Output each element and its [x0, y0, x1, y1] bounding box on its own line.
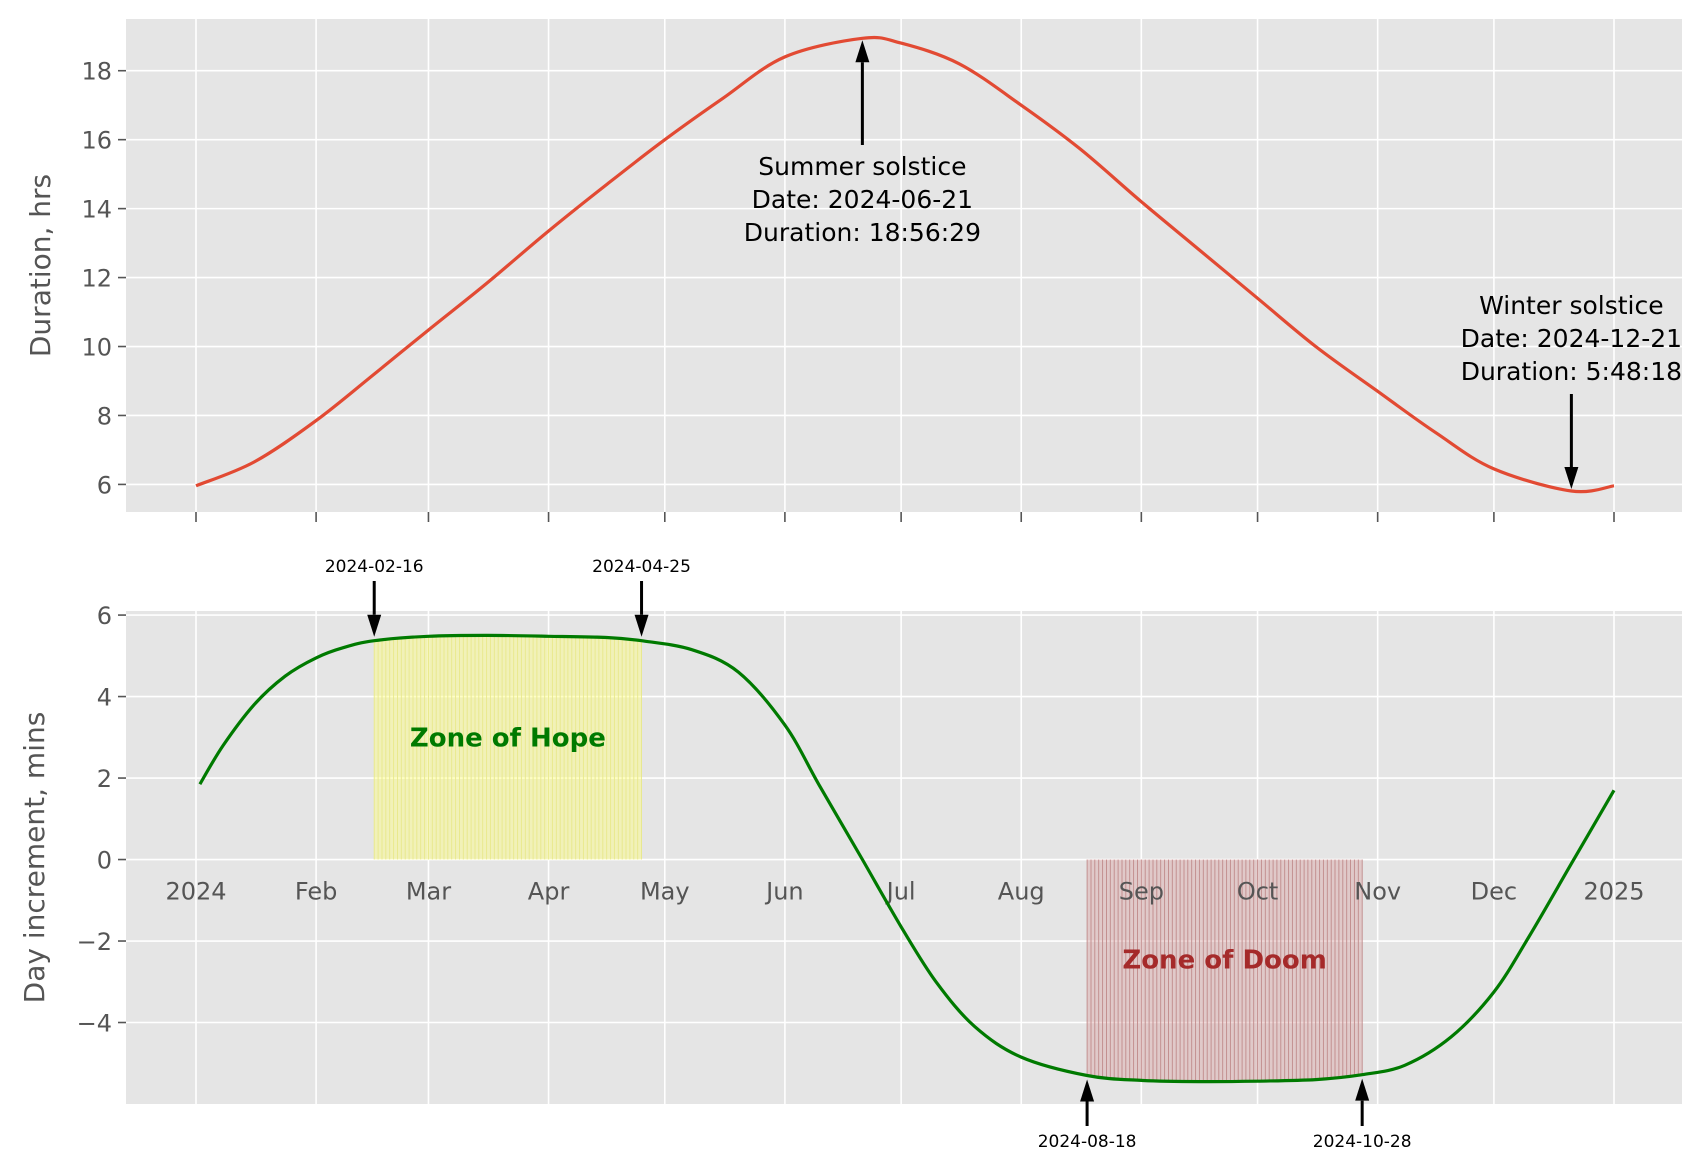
zone-1	[1086, 859, 1363, 1082]
zone-label-0: Zone of Hope	[410, 723, 606, 753]
zone-fill-1	[1087, 859, 1363, 1082]
arrow-head	[1080, 1079, 1095, 1102]
winter-solstice-label-2: Duration: 5:48:18	[1461, 357, 1682, 386]
duration-grid	[126, 19, 1682, 512]
arrow-head	[634, 614, 649, 637]
increment-y-tick-label-3: 0	[97, 847, 112, 875]
arrow-head	[1355, 1078, 1370, 1101]
winter-solstice-arrow	[1564, 394, 1579, 489]
increment-y-tick-label-4: −2	[77, 928, 112, 956]
x-tick-label-11: Dec	[1471, 878, 1517, 906]
duration-y-tick-label-1: 8	[97, 402, 112, 430]
duration-plot-area	[126, 19, 1682, 512]
duration-y-tick-label-6: 18	[81, 58, 112, 86]
arrow-head	[367, 614, 382, 637]
x-tick-label-3: Apr	[528, 878, 570, 906]
duration-y-axis-label: Duration, hrs	[24, 174, 57, 357]
zone-hatch-1	[1086, 859, 1363, 1082]
date-marker-arrow-2	[1080, 1079, 1095, 1126]
increment-y-tick-label-0: 6	[97, 602, 112, 630]
duration-y-tick-label-3: 12	[81, 265, 112, 293]
summer-solstice-label-2: Duration: 18:56:29	[744, 218, 981, 247]
x-tick-label-8: Sep	[1119, 878, 1164, 906]
summer-solstice-label-0: Summer solstice	[758, 152, 966, 181]
date-marker-arrow-1	[634, 581, 649, 637]
duration-panel: 6 8 10 12 14 16 18 Duration, hrs Summer solstice…	[24, 19, 1682, 522]
zone-fill-0	[374, 635, 642, 860]
summer-solstice-label-1: Date: 2024-06-21	[752, 185, 973, 214]
increment-panel: 6 4 2 0 −2 −4 Zone of Hope Zone of Doom 2024 Feb M…	[18, 557, 1682, 1152]
duration-series-line	[195, 35, 1615, 494]
arrow-head	[1564, 466, 1579, 489]
x-tick-label-7: Aug	[998, 878, 1045, 906]
duration-y-tick-label-4: 14	[81, 196, 112, 224]
x-tick-label-1: Feb	[295, 878, 338, 906]
zone-label-1: Zone of Doom	[1122, 946, 1327, 976]
increment-y-axis-label: Day increment, mins	[18, 712, 51, 1004]
increment-plot-area	[126, 611, 1682, 1104]
arrow-head	[855, 40, 870, 63]
x-tick-label-5: Jun	[764, 878, 804, 906]
date-marker-label-1: 2024-04-25	[592, 557, 691, 577]
date-marker-label-3: 2024-10-28	[1313, 1132, 1412, 1152]
date-marker-arrow-3	[1355, 1078, 1370, 1126]
zone-0	[373, 635, 642, 860]
date-marker-label-0: 2024-02-16	[325, 557, 424, 577]
summer-solstice-arrow	[855, 40, 870, 145]
duration-y-tick-label-0: 6	[97, 471, 112, 499]
date-marker-arrow-0	[367, 581, 382, 637]
x-tick-label-4: May	[640, 878, 690, 906]
increment-y-tick-label-1: 4	[97, 684, 112, 712]
increment-y-tick-label-2: 2	[97, 765, 112, 793]
date-marker-label-2: 2024-08-18	[1038, 1132, 1137, 1152]
x-tick-label-10: Nov	[1354, 878, 1401, 906]
winter-solstice-label-1: Date: 2024-12-21	[1461, 324, 1682, 353]
increment-grid	[126, 611, 1682, 1104]
duration-y-tick-label-2: 10	[81, 334, 112, 362]
increment-y-tick-label-5: −4	[77, 1010, 112, 1038]
x-tick-label-0: 2024	[165, 878, 226, 906]
increment-series-line	[198, 633, 1616, 1084]
x-tick-label-2: Mar	[406, 878, 451, 906]
duration-y-tick-label-5: 16	[81, 127, 112, 155]
x-tick-label-9: Oct	[1237, 878, 1279, 906]
zone-hatch-0	[373, 635, 642, 860]
x-tick-label-6: Jul	[885, 878, 916, 906]
x-tick-label-12: 2025	[1583, 878, 1644, 906]
winter-solstice-label-0: Winter solstice	[1479, 291, 1664, 320]
